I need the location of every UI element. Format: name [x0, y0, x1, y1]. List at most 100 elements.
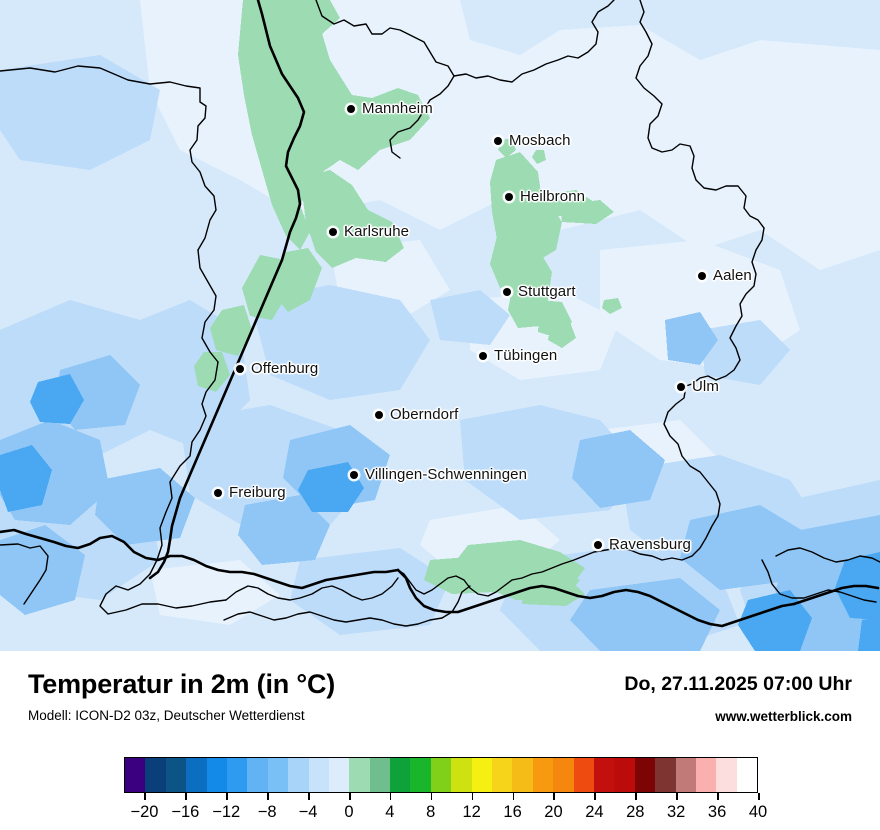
city-marker[interactable]: Heilbronn [505, 188, 585, 205]
colorbar-swatches [124, 757, 758, 793]
colorbar-tick [226, 793, 228, 800]
colorbar-swatch [451, 758, 472, 792]
colorbar-swatch [125, 758, 146, 792]
colorbar-swatch [655, 758, 676, 792]
colorbar-swatch [471, 758, 493, 792]
colorbar-swatch [288, 758, 309, 792]
colorbar-swatch [512, 758, 533, 792]
city-dot-icon [505, 192, 513, 201]
colorbar-tick [389, 793, 392, 800]
colorbar-tick [512, 793, 515, 800]
colorbar-swatch [186, 758, 207, 792]
city-label: Karlsruhe [344, 223, 410, 240]
colorbar-swatch [593, 758, 615, 792]
colorbar-tick-label: −4 [298, 803, 318, 821]
colorbar-tick-label: −8 [257, 803, 277, 821]
colorbar-tick [758, 793, 760, 800]
colorbar-tick-label: 24 [585, 803, 604, 821]
city-dot-icon [347, 104, 355, 113]
city-marker[interactable]: Freiburg [214, 484, 286, 501]
city-label: Freiburg [229, 484, 286, 501]
colorbar-swatch [328, 758, 350, 792]
colorbar-tick-label: −20 [130, 803, 159, 821]
city-marker[interactable]: Stuttgart [503, 283, 576, 300]
colorbar-tick [553, 793, 556, 800]
colorbar-tick [676, 793, 678, 800]
city-marker[interactable]: Aalen [698, 267, 752, 284]
city-marker[interactable]: Karlsruhe [329, 223, 409, 240]
city-dot-icon [350, 470, 358, 479]
city-label: Mosbach [509, 132, 571, 149]
city-label: Ulm [692, 378, 719, 395]
temperature-map[interactable]: Mannheim Mosbach Heilbronn Karlsruhe Aalen St… [0, 0, 880, 651]
city-marker[interactable]: Tübingen [479, 347, 557, 364]
city-marker[interactable]: Oberndorf [375, 406, 458, 423]
colorbar-tick-label: 16 [503, 803, 522, 821]
colorbar-swatch [675, 758, 696, 792]
city-marker[interactable]: Ravensburg [594, 536, 691, 553]
colorbar-swatch [695, 758, 717, 792]
colorbar-swatch [390, 758, 411, 792]
colorbar-tick-label: 28 [626, 803, 645, 821]
colorbar-swatch [145, 758, 166, 792]
city-dot-icon [594, 540, 602, 549]
city-label: Tübingen [494, 347, 558, 364]
map-canvas [0, 0, 880, 651]
colorbar-swatch [736, 758, 758, 792]
city-dot-icon [214, 488, 222, 497]
colorbar-swatch [308, 758, 329, 792]
city-label: Offenburg [251, 360, 319, 377]
colorbar-tick-label: −16 [171, 803, 200, 821]
city-label: Mannheim [362, 100, 433, 117]
model-subtitle: Modell: ICON-D2 03z, Deutscher Wetterdie… [28, 708, 305, 723]
city-marker[interactable]: Mannheim [347, 100, 433, 117]
colorbar-swatch [532, 758, 554, 792]
city-marker[interactable]: Ulm [677, 378, 719, 395]
colorbar-tick-label: 36 [707, 803, 727, 821]
city-marker[interactable]: Mosbach [494, 132, 571, 149]
city-label: Aalen [713, 267, 752, 284]
colorbar-swatch [573, 758, 594, 792]
city-dot-icon [503, 287, 511, 296]
colorbar-tick-label: −12 [212, 803, 241, 821]
colorbar-tick [348, 793, 351, 800]
city-dot-icon [494, 136, 502, 145]
page-title: Temperatur in 2m (in °C) [28, 669, 336, 699]
colorbar-swatch [430, 758, 452, 792]
city-dot-icon [236, 364, 244, 373]
colorbar-labels: −20 −16 −12 −8 −4 0 4 8 12 16 20 24 28 32 36 40 [124, 801, 767, 823]
colorbar: −20 −16 −12 −8 −4 0 4 8 12 16 20 24 28 32 36 40 [124, 757, 767, 823]
colorbar-tick [471, 793, 474, 800]
colorbar-tick-label: 40 [748, 803, 768, 821]
colorbar-swatch [226, 758, 248, 792]
colorbar-swatch [492, 758, 513, 792]
city-dot-icon [375, 410, 383, 419]
website-credit: www.wetterblick.com [715, 709, 852, 724]
valid-datetime: Do, 27.11.2025 07:00 Uhr [624, 673, 852, 695]
colorbar-tick [185, 793, 187, 800]
colorbar-tick-label: 12 [462, 803, 481, 821]
city-dot-icon [677, 382, 685, 391]
city-dot-icon [698, 271, 706, 280]
colorbar-swatch [410, 758, 431, 792]
colorbar-tick [594, 793, 596, 800]
border-layer [0, 0, 880, 628]
city-label: Oberndorf [390, 406, 459, 423]
city-label: Ravensburg [609, 536, 691, 553]
colorbar-tick [635, 793, 637, 800]
colorbar-tick [267, 793, 269, 800]
city-marker[interactable]: Offenburg [236, 360, 318, 377]
footer-panel: Temperatur in 2m (in °C) Modell: ICON-D2… [0, 651, 880, 830]
colorbar-tick [144, 793, 147, 800]
temperature-shading-layer [0, 0, 880, 651]
colorbar-swatch [165, 758, 187, 792]
city-dot-icon [479, 351, 487, 360]
city-dot-icon [329, 227, 337, 236]
colorbar-tick-label: 20 [544, 803, 563, 821]
colorbar-swatch [634, 758, 656, 792]
city-label: Villingen-Schwenningen [365, 466, 528, 483]
colorbar-tick-label: 0 [344, 803, 354, 821]
colorbar-swatch [349, 758, 370, 792]
city-marker[interactable]: Villingen-Schwenningen [350, 466, 527, 483]
